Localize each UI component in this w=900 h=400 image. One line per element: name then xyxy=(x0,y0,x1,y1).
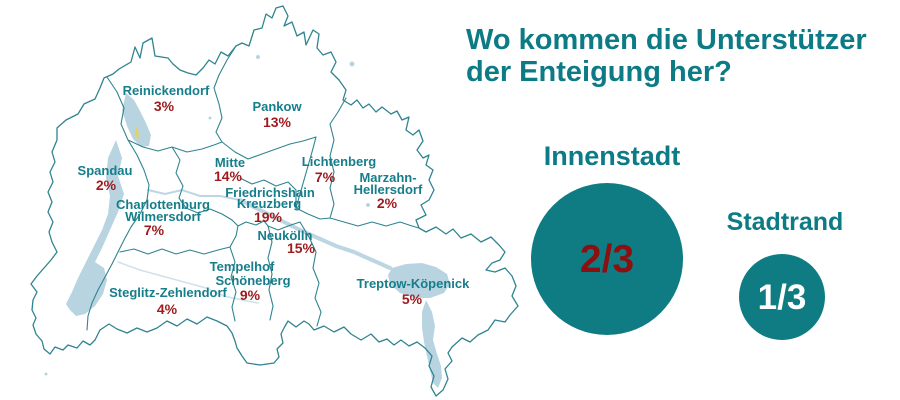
district-pct-friedrichshain-kreuzberg: 19% xyxy=(254,209,283,225)
district-label-friedrichshain-kreuzberg: Kreuzberg xyxy=(237,196,301,211)
chart-title: Wo kommen die Unterstützer der Enteigung… xyxy=(466,24,896,88)
district-pct-neukoelln: 15% xyxy=(287,240,316,256)
district-label-pankow: Pankow xyxy=(252,99,302,114)
district-pct-reinickendorf: 3% xyxy=(154,98,175,114)
district-label-neukoelln: Neukölln xyxy=(258,228,313,243)
district-pct-mitte: 14% xyxy=(214,168,243,184)
innenstadt-label: Innenstadt xyxy=(543,141,681,171)
district-label-mitte: Mitte xyxy=(215,155,245,170)
water-bodies xyxy=(44,55,450,388)
berlin-outer-boundary xyxy=(30,5,519,397)
district-label-reinickendorf: Reinickendorf xyxy=(123,83,210,98)
spree-river xyxy=(238,198,392,270)
small-lake xyxy=(256,55,260,59)
tegeler-see-island xyxy=(135,126,139,141)
district-label-charlottenburg-wilmersdorf: Charlottenburg xyxy=(116,197,210,212)
stadtrand-circle: 1/3 xyxy=(739,254,825,340)
innenstadt-circle: 2/3 xyxy=(531,183,683,335)
district-pct-treptow-koepenick: 5% xyxy=(402,291,423,307)
tegeler-see-lake xyxy=(122,93,151,147)
spree-river-upper xyxy=(147,188,241,201)
wannsee-lake xyxy=(70,262,107,316)
mueggelsee-lake xyxy=(388,263,450,298)
chart-title-line-1: Wo kommen die Unterstützer xyxy=(466,24,867,56)
district-label-marzahn-hellersdorf: Hellersdorf xyxy=(354,182,423,197)
dahme-river xyxy=(422,300,442,388)
district-label-friedrichshain-kreuzberg: Friedrichshain xyxy=(225,185,315,200)
teltow-canal xyxy=(117,261,259,304)
district-pct-steglitz-zehlendorf: 4% xyxy=(157,301,178,317)
district-label-spandau: Spandau xyxy=(78,163,133,178)
stadtrand-fraction-value: 1/3 xyxy=(757,277,807,317)
small-lake xyxy=(366,203,370,207)
small-lake xyxy=(208,116,212,120)
district-pct-pankow: 13% xyxy=(263,114,292,130)
district-pct-charlottenburg-wilmersdorf: 7% xyxy=(144,222,165,238)
district-label-tempelhof-schoeneberg: Schöneberg xyxy=(215,273,290,288)
small-lake xyxy=(44,372,48,376)
district-label-lichtenberg: Lichtenberg xyxy=(302,154,376,169)
innenstadt-fraction-value: 2/3 xyxy=(579,237,635,281)
district-label-marzahn-hellersdorf: Marzahn- xyxy=(359,170,416,185)
chart-title-line-2: der Enteigung her? xyxy=(466,56,732,88)
berlin-district-map: Reinickendorf 3% Pankow 13% Spandau 2% M… xyxy=(30,5,519,397)
district-pct-lichtenberg: 7% xyxy=(315,169,336,185)
district-label-charlottenburg-wilmersdorf: Wilmersdorf xyxy=(125,209,201,224)
stadtrand-label: Stadtrand xyxy=(726,208,844,236)
district-label-steglitz-zehlendorf: Steglitz-Zehlendorf xyxy=(109,285,227,300)
berlin-city-area xyxy=(31,6,518,396)
district-pct-spandau: 2% xyxy=(96,177,117,193)
district-pct-marzahn-hellersdorf: 2% xyxy=(377,195,398,211)
district-pct-tempelhof-schoeneberg: 9% xyxy=(240,287,261,303)
district-label-treptow-koepenick: Treptow-Köpenick xyxy=(357,276,470,291)
havel-river xyxy=(66,140,124,310)
district-borders xyxy=(86,45,420,331)
district-label-tempelhof-schoeneberg: Tempelhof xyxy=(210,259,275,274)
small-lake xyxy=(349,61,355,67)
district-labels: Reinickendorf 3% Pankow 13% Spandau 2% M… xyxy=(78,83,471,317)
